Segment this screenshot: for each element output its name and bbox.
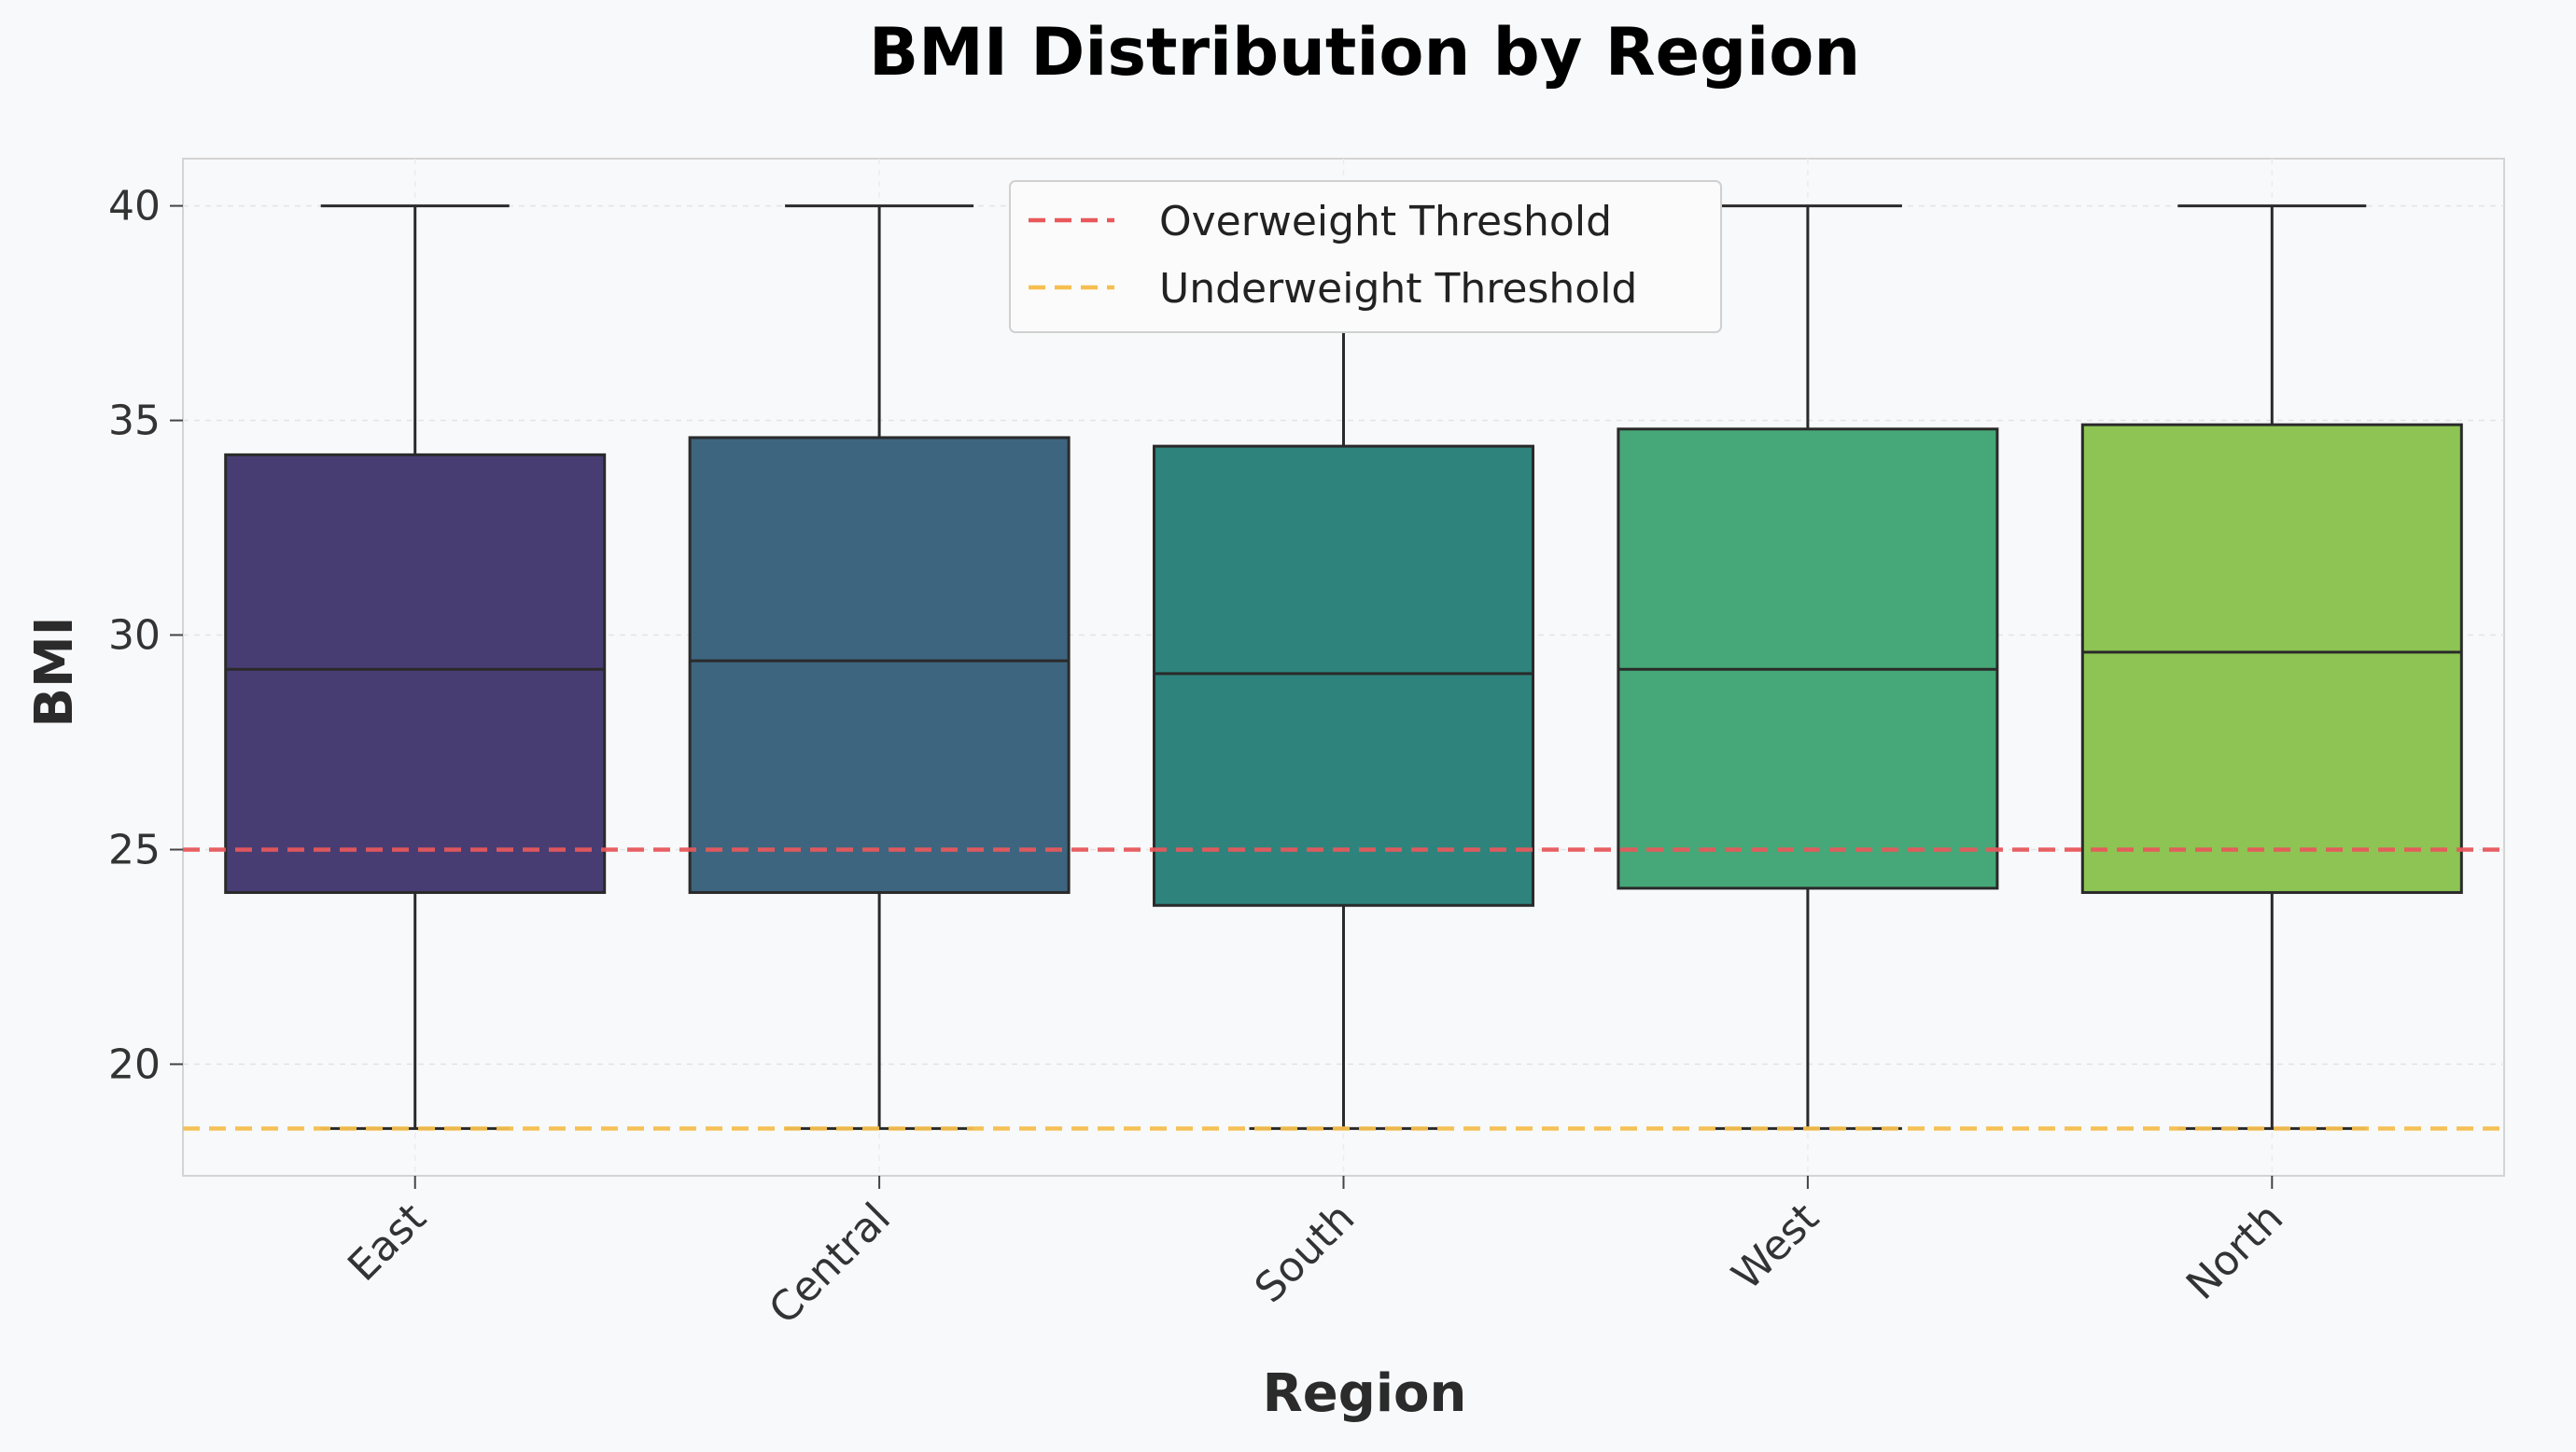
y-tick-label: 25 [108,826,161,873]
box-west [1617,204,1999,1130]
x-axis-label: Region [1263,1363,1467,1424]
y-tick-label: 35 [108,398,161,445]
box-iqr [1617,427,1999,890]
box-central [688,204,1071,1130]
plot-area: 20 25 30 35 40 East Central South West North Overw… [108,158,2505,1333]
x-tick-label: East [339,1194,435,1291]
legend-label: Underweight Threshold [1159,265,1637,313]
box-iqr [224,453,607,894]
legend-label: Overweight Threshold [1159,198,1612,245]
x-tick-label: South [1246,1194,1364,1312]
box-iqr [688,436,1071,894]
y-tick-label: 40 [108,183,161,230]
box-south [1153,204,1534,1130]
x-tick-label: Central [761,1194,900,1333]
x-tick-label: West [1723,1194,1828,1300]
chart-title: BMI Distribution by Region [869,14,1860,91]
box-east [224,204,607,1130]
box-north [2080,204,2463,1130]
y-axis-label: BMI [24,616,85,727]
box-iqr [2080,423,2463,894]
box-iqr [1153,444,1534,907]
y-tick-label: 20 [108,1040,161,1088]
legend: Overweight Threshold Underweight Threshol… [1009,180,1722,333]
x-tick-label: North [2177,1194,2292,1309]
y-tick-label: 30 [108,612,161,660]
legend-box [1009,180,1722,333]
